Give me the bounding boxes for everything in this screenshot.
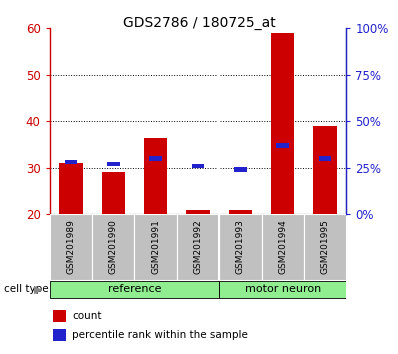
Text: GSM201993: GSM201993: [236, 219, 245, 274]
Bar: [107, 162, 120, 166]
Text: cell type: cell type: [4, 284, 49, 295]
Text: motor neuron: motor neuron: [245, 284, 321, 294]
Bar: [271, 33, 295, 214]
Text: percentile rank within the sample: percentile rank within the sample: [72, 330, 248, 340]
Bar: [50, 281, 219, 298]
Bar: [53, 329, 66, 341]
Bar: [276, 143, 289, 148]
Text: GSM201992: GSM201992: [193, 219, 203, 274]
Bar: [64, 160, 77, 165]
Text: GSM201991: GSM201991: [151, 219, 160, 274]
Bar: [229, 210, 252, 214]
Bar: [177, 214, 219, 280]
Bar: [53, 310, 66, 322]
Bar: [234, 167, 247, 172]
Bar: [144, 137, 167, 214]
Bar: [219, 214, 261, 280]
Bar: [59, 163, 82, 214]
Text: count: count: [72, 311, 101, 321]
Bar: [261, 214, 304, 280]
Text: reference: reference: [108, 284, 161, 294]
Bar: [314, 126, 337, 214]
Bar: [191, 164, 205, 168]
Bar: [101, 172, 125, 214]
Bar: [219, 281, 346, 298]
Text: ▶: ▶: [33, 284, 42, 295]
Bar: [304, 214, 346, 280]
Text: GSM201995: GSM201995: [320, 219, 330, 274]
Text: GSM201989: GSM201989: [66, 219, 76, 274]
Bar: [135, 214, 177, 280]
Bar: [92, 214, 135, 280]
Bar: [149, 156, 162, 161]
Bar: [319, 156, 332, 161]
Bar: [186, 210, 210, 214]
Text: GSM201990: GSM201990: [109, 219, 118, 274]
Text: GSM201994: GSM201994: [278, 219, 287, 274]
Bar: [50, 214, 92, 280]
Text: GDS2786 / 180725_at: GDS2786 / 180725_at: [123, 16, 275, 30]
